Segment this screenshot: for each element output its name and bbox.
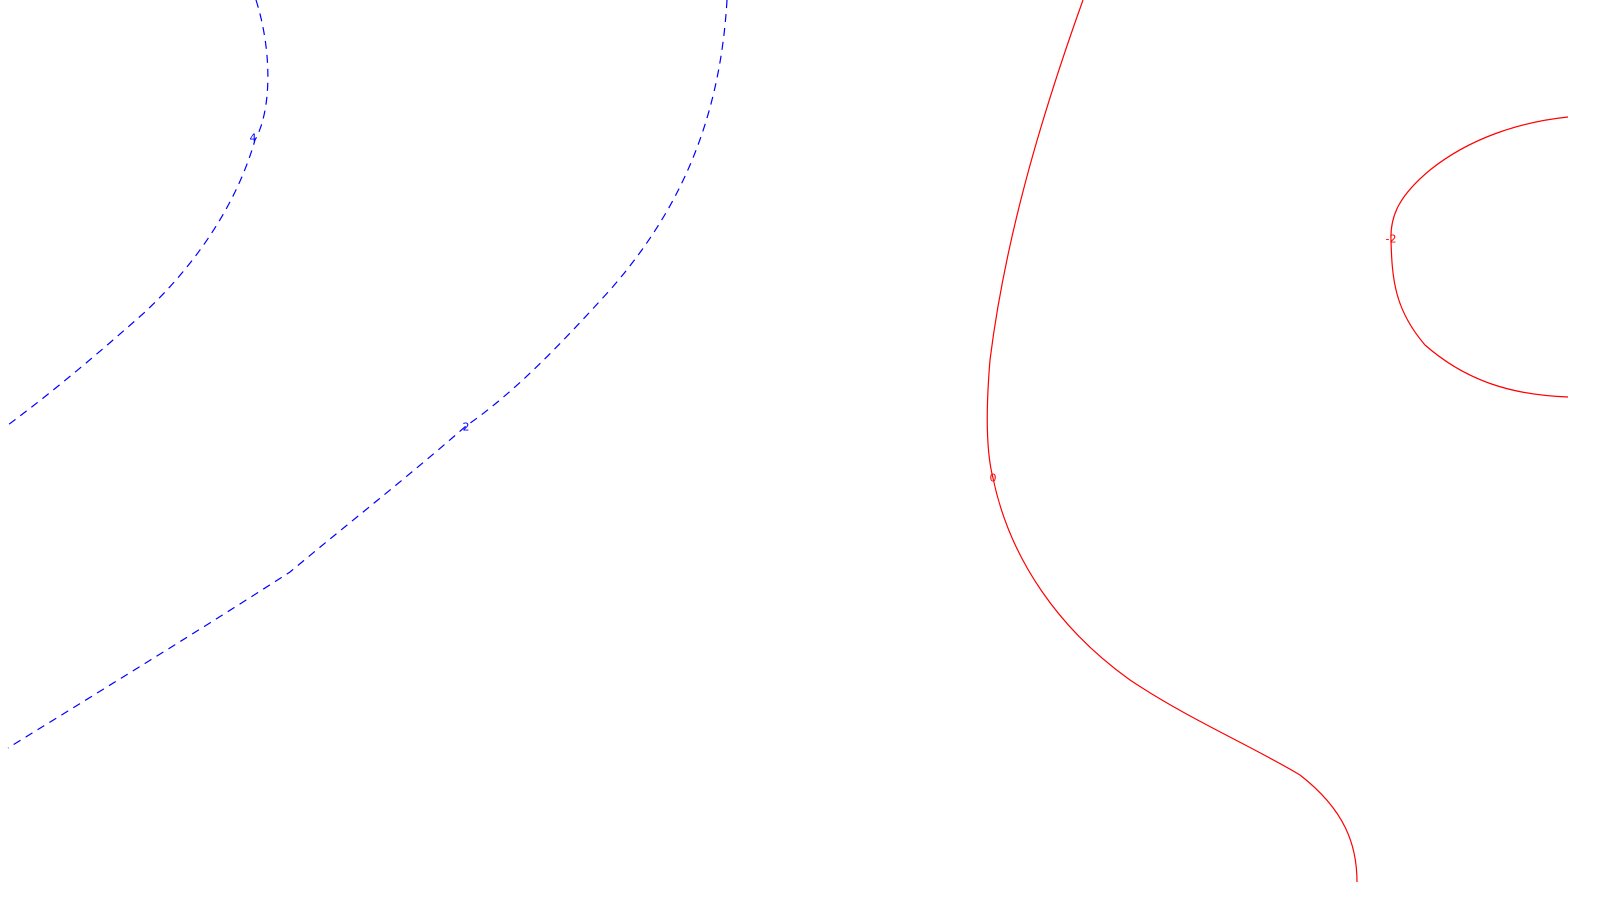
contour-label-2: 2 xyxy=(463,421,470,434)
contour-line-4: 4 xyxy=(7,0,269,426)
contour-label-0: 0 xyxy=(990,472,997,485)
contour-line-2: 2 xyxy=(7,0,728,749)
contour-line-minus-2: -2 xyxy=(1386,116,1569,398)
contour-label-minus-2: -2 xyxy=(1386,233,1397,246)
contour-line-0: 0 xyxy=(986,0,1358,883)
contour-path-minus-2 xyxy=(1390,116,1569,398)
contour-path-2 xyxy=(7,0,728,749)
contour-path-0 xyxy=(986,0,1358,883)
contour-path-4 xyxy=(7,0,269,426)
contour-label-4: 4 xyxy=(250,132,257,145)
